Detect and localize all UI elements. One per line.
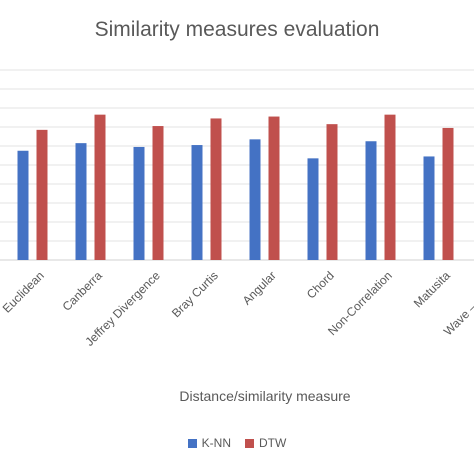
bar-knn-4 [249,139,261,260]
bar-knn-7 [423,156,435,260]
x-tick-label: Chord [304,268,337,301]
x-tick-label: Angular [240,268,279,307]
legend-item-dtw: DTW [245,436,286,450]
bar-dtw-6 [384,114,396,261]
legend-swatch-dtw [245,438,254,448]
x-tick-label: Canberra [60,268,106,314]
bar-knn-5 [307,158,319,260]
x-tick-label: Matusita [411,268,453,310]
legend-swatch-knn [187,438,197,448]
legend-label-dtw: DTW [259,436,287,450]
bar-dtw-5 [326,124,338,261]
bar-dtw-7 [442,127,454,260]
x-axis-label: Distance/similarity measure [179,388,351,404]
x-tick-label: Bray Curtis [169,268,221,320]
bar-dtw-1 [94,114,106,261]
x-tick-label: Euclidean [0,268,47,315]
legend: K-NN DTW [0,436,474,450]
bar-dtw-0 [36,129,48,260]
bar-knn-6 [365,141,377,260]
bar-dtw-4 [268,116,280,260]
bar-dtw-3 [210,118,222,260]
bar-knn-2 [133,146,145,260]
legend-item-knn: K-NN [187,436,231,450]
bar-knn-0 [17,150,29,260]
bar-knn-1 [75,143,87,260]
chart-title: Similarity measures evaluation [94,18,380,41]
bar-dtw-2 [152,126,164,260]
legend-label-knn: K-NN [201,436,231,450]
bar-knn-3 [191,145,203,260]
